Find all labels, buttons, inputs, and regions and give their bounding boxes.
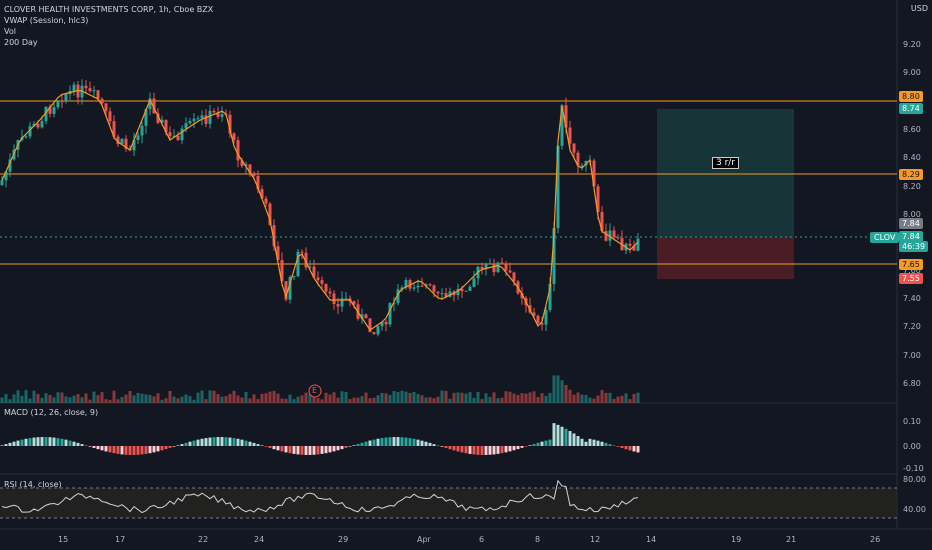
time-tick: 6 [479,535,485,544]
price-label-880: 8.80 [899,91,923,102]
currency-label[interactable]: USD [910,4,928,13]
time-tick: 21 [786,535,797,544]
symbol-title[interactable]: CLOVER HEALTH INVESTMENTS CORP, 1h, Cboe… [4,5,214,14]
time-tick: 15 [58,535,69,544]
volume-bars [0,375,640,403]
price-tick: 9.00 [903,68,921,77]
time-tick: 26 [870,535,881,544]
time-tick: Apr [417,535,431,544]
indicator-vwap[interactable]: VWAP (Session, hlc3) [4,16,89,25]
time-tick: 24 [254,535,265,544]
stop-zone[interactable] [657,237,794,279]
target-zone[interactable] [657,109,794,237]
time-tick: 17 [115,535,126,544]
price-tick: 7.00 [903,351,921,360]
time-tick: 29 [338,535,349,544]
countdown-label: 46:39 [899,241,929,252]
rsi-legend[interactable]: RSI (14, close) [4,480,62,489]
earnings-marker-icon[interactable] [308,384,322,398]
price-label-755: 7.55 [899,273,923,284]
indicator-vol[interactable]: Vol [4,27,16,36]
rsi-tick: 40.00 [903,505,926,514]
macd-legend[interactable]: MACD (12, 26, close, 9) [4,408,99,417]
ticker-tag: CLOV [870,232,900,243]
time-tick: 22 [198,535,209,544]
indicator-200day[interactable]: 200 Day [4,38,38,47]
macd-tick: 0.10 [903,417,921,426]
price-label-765: 7.65 [899,259,923,270]
price-tick: 8.20 [903,182,921,191]
rsi-tick: 80.00 [903,475,926,484]
price-label-784-current: 7.84 [899,231,923,242]
macd-tick: 0.00 [903,442,921,451]
rr-label: 3 r/r [712,157,740,169]
price-tick: 6.80 [903,379,921,388]
price-tick: 7.20 [903,322,921,331]
price-tick: 9.20 [903,40,921,49]
price-tick: 8.60 [903,125,921,134]
price-label-784-gray: 7.84 [899,218,923,229]
chart-legend: CLOVER HEALTH INVESTMENTS CORP, 1h, Cboe… [4,4,213,48]
rsi-panel [0,479,897,519]
macd-tick: -0.10 [903,464,924,473]
time-tick: 14 [646,535,657,544]
price-tick: 8.40 [903,153,921,162]
time-tick: 12 [590,535,601,544]
price-tick: 8.00 [903,210,921,219]
price-tick: 7.40 [903,294,921,303]
price-label-829: 8.29 [899,169,923,180]
price-label-874: 8.74 [899,103,923,114]
macd-histogram [0,423,640,455]
time-tick: 8 [535,535,541,544]
price-tick: 7.60 [903,266,921,275]
earnings-marker-label: E [312,386,318,395]
time-tick: 19 [731,535,742,544]
vwap-line [1,89,639,331]
